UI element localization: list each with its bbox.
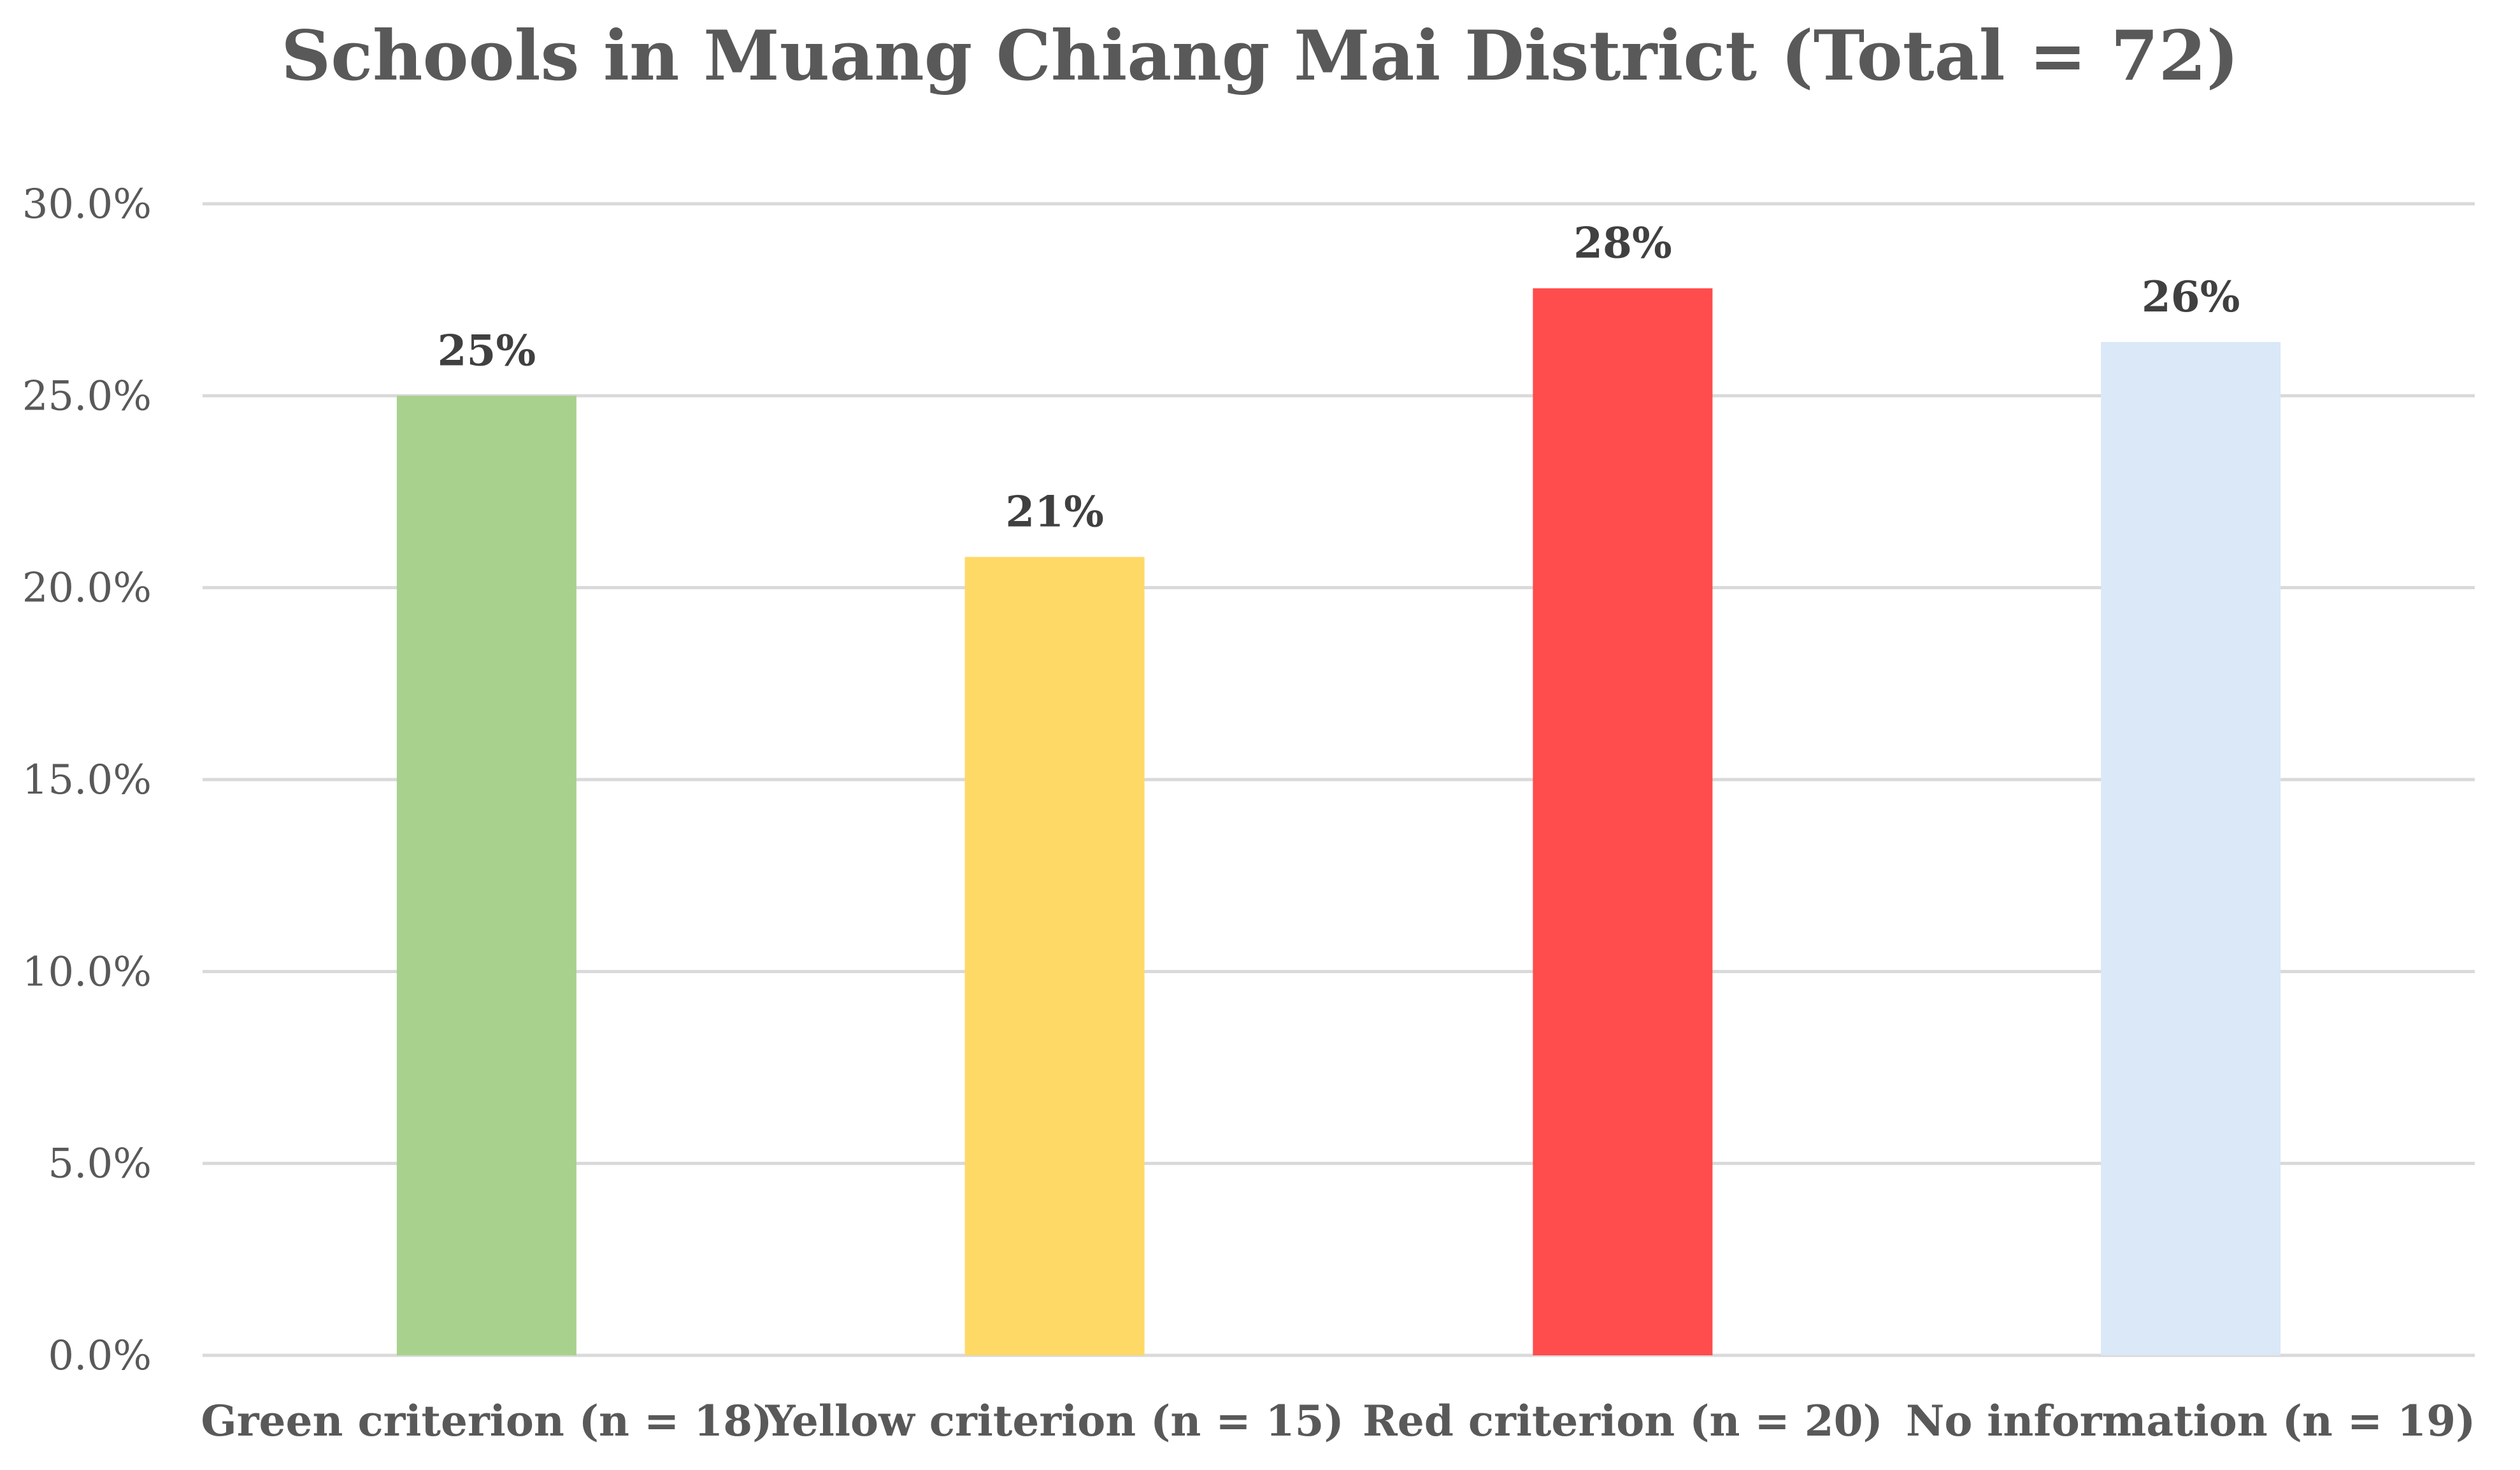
x-tick-label: Red criterion (n = 20) <box>1363 1396 1883 1446</box>
bar <box>396 396 576 1356</box>
y-tick-label: 10.0% <box>22 948 152 995</box>
y-axis-tick-labels: 0.0% 5.0% 10.0% 15.0% 20.0% 25.0% 30.0% <box>22 181 152 1380</box>
x-tick-label: No information (n = 19) <box>1906 1396 2475 1446</box>
data-label: 21% <box>1005 487 1104 536</box>
x-tick-label: Yellow criterion (n = 15) <box>765 1396 1344 1446</box>
x-tick-label: Green criterion (n = 18) <box>201 1396 772 1446</box>
data-label: 28% <box>1573 218 1672 268</box>
bars <box>396 288 2281 1356</box>
y-tick-label: 30.0% <box>22 181 152 228</box>
bar <box>964 557 1145 1355</box>
data-labels: 25% 21% 28% 26% <box>438 218 2240 537</box>
y-tick-label: 25.0% <box>22 373 152 420</box>
bar <box>2101 341 2281 1356</box>
x-axis-tick-labels: Green criterion (n = 18)Yellow criterion… <box>201 1396 2475 1446</box>
y-tick-label: 5.0% <box>48 1141 152 1188</box>
chart-title: Schools in Muang Chiang Mai District (To… <box>281 16 2239 96</box>
gridlines <box>203 202 2475 1357</box>
y-tick-label: 15.0% <box>22 757 152 804</box>
data-label: 25% <box>438 325 536 375</box>
y-tick-label: 0.0% <box>48 1332 152 1380</box>
data-label: 26% <box>2142 272 2240 322</box>
y-tick-label: 20.0% <box>22 565 152 612</box>
bar <box>1533 288 1713 1355</box>
